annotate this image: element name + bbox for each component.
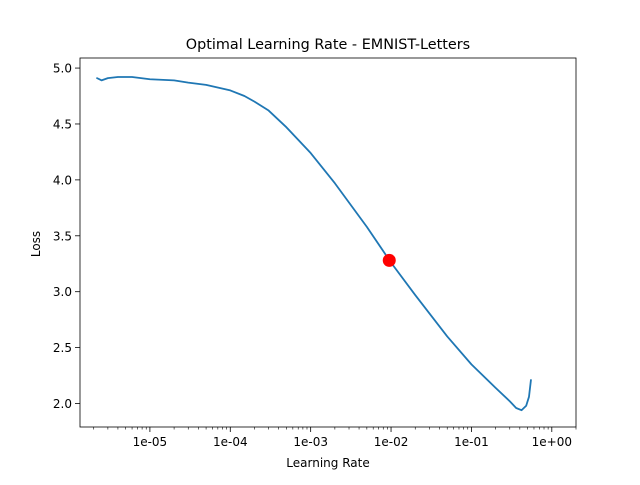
x-tick-label: 1e-04 xyxy=(213,435,248,449)
axes-frame xyxy=(79,57,577,428)
series-line-0 xyxy=(96,76,532,412)
y-tick-label: 3.0 xyxy=(53,285,72,299)
y-tick-label: 4.0 xyxy=(53,173,72,187)
y-tick-label: 5.0 xyxy=(53,62,72,76)
plot-area: 1e-05 1e-04 1e-03 1e-02 1e-01 1e+00 2.0 2.5 3.0 3… xyxy=(53,57,577,449)
x-tick-label: 1e-05 xyxy=(133,435,168,449)
x-axis-label: Learning Rate xyxy=(286,456,369,470)
y-tick-label: 2.5 xyxy=(53,341,72,355)
optimal-lr-marker xyxy=(382,253,396,267)
y-axis-label: Loss xyxy=(29,231,43,257)
y-tick-label: 4.5 xyxy=(53,117,72,131)
y-tick-label: 3.5 xyxy=(53,229,72,243)
x-tick-label: 1e+00 xyxy=(532,435,572,449)
x-tick-label: 1e-02 xyxy=(374,435,409,449)
x-tick-label: 1e-01 xyxy=(454,435,489,449)
x-tick-label: 1e-03 xyxy=(293,435,328,449)
chart-title: Optimal Learning Rate - EMNIST-Letters xyxy=(186,37,470,53)
y-tick-label: 2.0 xyxy=(53,397,72,411)
